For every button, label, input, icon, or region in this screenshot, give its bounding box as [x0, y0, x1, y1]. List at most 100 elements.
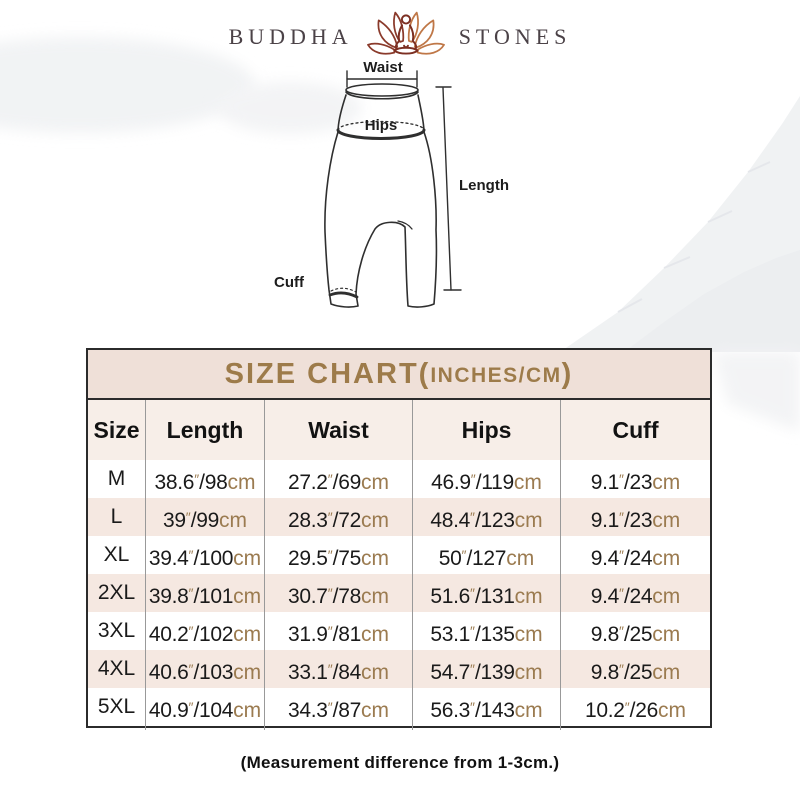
table-row: 5XL 40.9″/104cm 34.3″/87cm 56.3″/143cm 1… [88, 688, 710, 730]
size-cell: 3XL [97, 619, 136, 642]
column-header-waist: Waist [264, 400, 412, 460]
cm-value: /81 [332, 623, 362, 646]
cm-unit: cm [360, 661, 389, 684]
cm-unit: cm [652, 509, 681, 532]
measurement-note: (Measurement difference from 1-3cm.) [240, 753, 560, 772]
cuff-cell: 10.2″/26cm [560, 688, 710, 730]
table-row: L 39″/99cm 28.3″/72cm 48.4″/123cm 9.1″/2… [88, 498, 710, 540]
cm-value: /127 [466, 547, 507, 570]
inch-mark: ″ [327, 585, 333, 601]
cuff-cell: 9.8″/25cm [560, 650, 710, 692]
cm-value: /24 [623, 585, 653, 608]
cm-unit: cm [652, 547, 681, 570]
inches-value: 9.1 [590, 509, 620, 532]
length-cell: 38.6″/98cm [145, 460, 264, 502]
cm-unit: cm [233, 661, 262, 684]
size-cell: 2XL [97, 581, 136, 604]
inches-value: 39 [162, 509, 186, 532]
hips-cell: 54.7″/139cm [412, 650, 560, 692]
cm-value: /100 [193, 547, 234, 570]
inches-value: 9.4 [590, 585, 620, 608]
cm-value: /131 [474, 585, 515, 608]
inches-value: 50 [438, 547, 462, 570]
cm-unit: cm [513, 471, 542, 494]
cm-value: /25 [623, 661, 653, 684]
inches-value: 40.9 [148, 699, 189, 722]
cm-value: /123 [474, 509, 515, 532]
lotus-meditation-icon [366, 11, 445, 55]
inch-mark: ″ [470, 585, 475, 601]
size-cell: 5XL [97, 695, 136, 718]
cm-unit: cm [233, 585, 262, 608]
cm-unit: cm [233, 623, 262, 646]
hips-cell: 51.6″/131cm [412, 574, 560, 616]
cm-value: /78 [332, 585, 362, 608]
cm-unit: cm [219, 509, 248, 532]
length-cell: 40.9″/104cm [145, 688, 264, 730]
column-header-cuff: Cuff [560, 400, 710, 460]
inches-value: 28.3 [288, 509, 328, 532]
waist-cell: 34.3″/87cm [264, 688, 412, 730]
inch-mark: ″ [461, 547, 467, 563]
table-header-row: Size Length Waist Hips Cuff [88, 400, 710, 460]
cm-unit: cm [514, 509, 543, 532]
cm-value: /23 [623, 471, 653, 494]
cm-unit: cm [514, 585, 543, 608]
size-cell: XL [103, 543, 130, 566]
inch-mark: ″ [327, 547, 333, 563]
inch-mark: ″ [619, 585, 624, 601]
cm-value: /135 [474, 623, 515, 646]
inches-value: 29.5 [288, 547, 328, 570]
cm-value: /102 [193, 623, 234, 646]
inch-mark: ″ [188, 547, 194, 563]
size-chart-table: SIZE CHART(INCHES/CM) Size Length Waist … [86, 348, 712, 730]
table-row: 4XL 40.6″/103cm 33.1″/84cm 54.7″/139cm 9… [88, 650, 710, 692]
table-row: 3XL 40.2″/102cm 31.9″/81cm 53.1″/135cm 9… [88, 612, 710, 654]
brand-word-right: STONES [458, 24, 572, 49]
inch-mark: ″ [619, 623, 624, 639]
inches-value: 48.4 [430, 509, 471, 532]
cuff-cell: 9.4″/24cm [560, 536, 710, 578]
cm-unit: cm [652, 471, 681, 494]
hips-label: Hips [364, 117, 398, 134]
column-header-hips: Hips [412, 400, 560, 460]
cm-value: /101 [193, 585, 234, 608]
cm-value: /87 [332, 699, 362, 722]
title-main: SIZE CHART( [224, 357, 431, 390]
inch-mark: ″ [194, 471, 200, 487]
cm-value: /104 [193, 699, 234, 722]
waist-cell: 27.2″/69cm [264, 460, 412, 502]
cm-unit: cm [514, 699, 543, 722]
column-header-size: Size [93, 417, 140, 443]
cuff-label: Cuff [274, 274, 304, 291]
inch-mark: ″ [327, 699, 333, 715]
inch-mark: ″ [327, 661, 333, 677]
inch-mark: ″ [327, 471, 333, 487]
cm-unit: cm [360, 585, 389, 608]
cm-value: /103 [193, 661, 234, 684]
cm-value: /98 [199, 471, 228, 494]
table-row: 2XL 39.8″/101cm 30.7″/78cm 51.6″/131cm 9… [88, 574, 710, 616]
waist-cell: 31.9″/81cm [264, 612, 412, 654]
cm-value: /84 [332, 661, 362, 684]
cm-value: /75 [332, 547, 362, 570]
title-close: ) [561, 357, 574, 390]
column-header-length: Length [145, 400, 264, 460]
inch-mark: ″ [188, 661, 194, 677]
inches-value: 9.8 [590, 661, 620, 684]
cm-value: /24 [623, 547, 653, 570]
cm-value: /99 [190, 509, 220, 532]
length-label: Length [459, 177, 509, 194]
hips-cell: 48.4″/123cm [412, 498, 560, 540]
cm-unit: cm [652, 661, 681, 684]
inch-mark: ″ [470, 509, 475, 525]
hips-cell: 46.9″/119cm [412, 460, 560, 502]
size-table-body: M 38.6″/98cm 27.2″/69cm 46.9″/119cm 9.1″… [88, 460, 710, 730]
inch-mark: ″ [619, 471, 624, 487]
length-cell: 40.6″/103cm [145, 650, 264, 692]
inches-value: 56.3 [430, 699, 471, 722]
cm-value: /25 [623, 623, 653, 646]
table-row: XL 39.4″/100cm 29.5″/75cm 50″/127cm 9.4″… [88, 536, 710, 578]
cm-value: /72 [332, 509, 362, 532]
